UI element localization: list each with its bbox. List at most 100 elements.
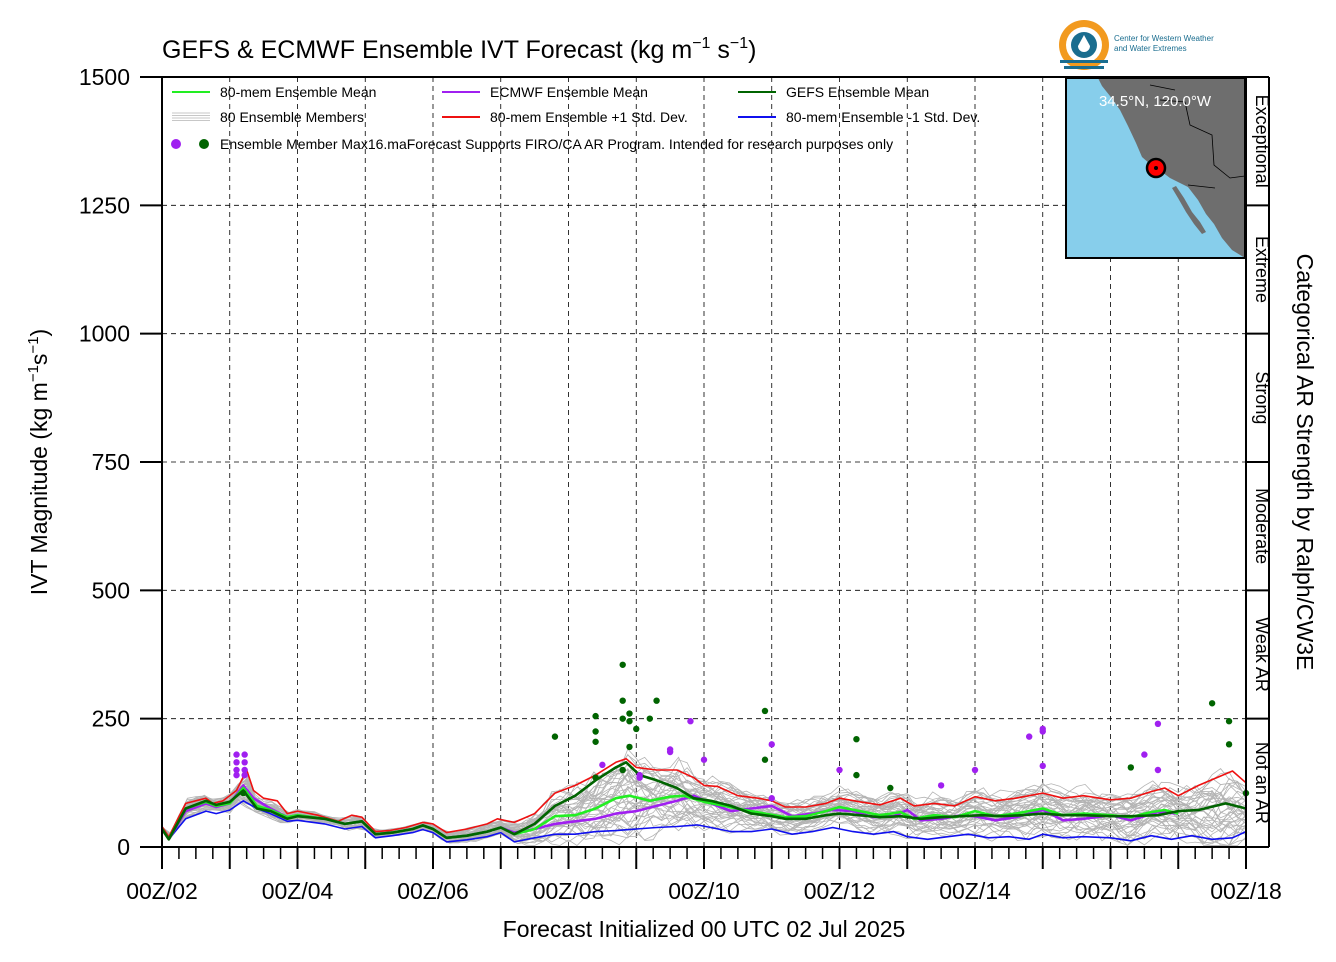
title-exp-1: −1 (692, 35, 710, 52)
ar-category-label: Extreme (1252, 236, 1272, 303)
ecmwf-max-point (1039, 728, 1046, 735)
ylabel-exp-2: −1 (25, 336, 42, 353)
gefs-max-point (761, 707, 769, 715)
gefs-max-point (619, 697, 626, 704)
gefs-max-point (240, 789, 247, 797)
ecmwf-max-point (1154, 766, 1162, 774)
gefs-max-point (592, 738, 599, 745)
title-part-2: s (710, 36, 729, 64)
ecmwf-max-point (599, 761, 606, 769)
water-drop-icon (1078, 35, 1090, 52)
y-tick-label: 1500 (79, 64, 130, 90)
y-tick-label: 750 (92, 449, 130, 475)
ensemble-member-line (161, 756, 1247, 836)
gefs-max-point (887, 784, 894, 792)
ecmwf-max-point (700, 756, 708, 763)
ecmwf-max-point (768, 795, 775, 802)
x-tick-label: 00Z/14 (939, 878, 1011, 904)
inset-map: 34.5°N, 120.0°W (1065, 77, 1246, 259)
ar-category-label: Exceptional (1252, 95, 1272, 188)
gefs-max-point (761, 756, 769, 763)
y-axis: 0 250 500 750 1000 1250 1500 (79, 64, 162, 860)
minus_sd-series-line (161, 800, 1247, 843)
ecmwf-max-point (666, 748, 674, 756)
ar-category-label: Weak AR (1252, 617, 1272, 692)
x-tick-label: 00Z/08 (533, 878, 605, 904)
map-borders (1149, 84, 1246, 189)
gefs-max-point (619, 766, 626, 774)
ar-category-label: Moderate (1252, 488, 1272, 564)
ecmwf-max-point (1141, 751, 1148, 758)
y-axis-label: IVT Magnitude (kg m−1s−1) (25, 329, 52, 595)
title-exp-2: −1 (730, 35, 748, 52)
gefs-max-point (619, 715, 626, 722)
ylabel-part-1: IVT Magnitude (kg m (26, 382, 52, 595)
logo-text-line2: and Water Extremes (1114, 44, 1187, 53)
title-part-1: GEFS & ECMWF Ensemble IVT Forecast (kg m (162, 36, 692, 64)
baja-peninsula (1172, 186, 1206, 234)
gefs-max-point (626, 710, 633, 717)
x-tick-label: 00Z/10 (668, 878, 740, 904)
x-axis: 00Z/02 00Z/04 00Z/06 00Z/08 00Z/10 00Z/12 00Z/… (126, 847, 1282, 904)
y-tick-label: 1000 (79, 321, 130, 347)
map-location-label: 34.5°N, 120.0°W (1099, 93, 1212, 110)
ecmwf-max-point (1039, 762, 1046, 770)
grid-lines (162, 77, 1246, 847)
cw3e-logo: Center for Western Weather and Water Ext… (1059, 20, 1214, 70)
gefs-max-point (1208, 700, 1216, 707)
ar-category-label: Strong (1252, 371, 1272, 424)
x-tick-label: 00Z/06 (397, 878, 469, 904)
ecmwf-max-point (241, 751, 248, 758)
map-frame (1065, 77, 1246, 259)
ylabel-part-3: ) (26, 329, 52, 337)
legend-gefs-max-dot (199, 139, 209, 149)
chart-title: GEFS & ECMWF Ensemble IVT Forecast (kg m… (162, 35, 756, 64)
gefs-max-point (853, 771, 860, 779)
x-tick-label: 00Z/12 (804, 878, 876, 904)
gefs-max-point (853, 736, 860, 743)
ar-category-label: Not an AR (1252, 742, 1272, 824)
member-max-points (233, 661, 1250, 802)
ecmwf-max-point (233, 771, 240, 779)
location-marker-center (1154, 166, 1158, 170)
plus_sd-series-line (161, 757, 1247, 838)
legend-max-label: Ensemble Member Max16.maForecast Support… (220, 136, 893, 152)
ecmwf-max-point (233, 759, 240, 766)
logo-wave-1 (1060, 60, 1108, 63)
gefs-max-point (592, 774, 599, 781)
map-land (1098, 78, 1245, 258)
gefs-max-point (551, 733, 559, 740)
ecmwf-max-point (768, 741, 775, 748)
ensemble-member-line (161, 797, 1247, 846)
ensemble-member-line (161, 769, 1247, 838)
gefs-max-point (653, 697, 660, 704)
ecmwf-max-point (241, 771, 248, 779)
legend-ecmwf-max-dot (171, 139, 181, 149)
ecmwf-max-point (636, 774, 643, 781)
ecmwf-max-point (836, 766, 843, 774)
ylabel-exp-1: −1 (25, 365, 42, 382)
ecmwf-max-point (1154, 720, 1162, 727)
ecmwf-max-point (233, 766, 240, 774)
title-part-3: ) (748, 36, 756, 64)
gefs-max-point (626, 718, 633, 725)
x-tick-label: 00Z/04 (262, 878, 334, 904)
gefs-max-point (1127, 764, 1135, 771)
y-tick-label: 1250 (79, 192, 130, 218)
y-tick-label: 500 (92, 577, 130, 603)
logo-wave-2 (1064, 66, 1104, 69)
logo-text-line1: Center for Western Weather (1114, 34, 1214, 43)
y-tick-label: 250 (92, 706, 130, 732)
legend-label: 80-mem Ensemble +1 Std. Dev. (490, 109, 688, 125)
gefs-max-point (592, 712, 599, 720)
legend-label: 80-mem Ensemble -1 Std. Dev. (786, 109, 980, 125)
ensemble-member-line (161, 779, 1247, 839)
ecmwf-max-point (241, 766, 248, 774)
ecmwf-max-point (1026, 733, 1033, 740)
gefs-max-point (592, 728, 599, 735)
ecmwf-max-point (937, 782, 945, 789)
gefs-max-point (646, 715, 653, 722)
x-axis-label: Forecast Initialized 00 UTC 02 Jul 2025 (503, 916, 906, 942)
legend-label: 80-mem Ensemble Mean (220, 84, 376, 100)
